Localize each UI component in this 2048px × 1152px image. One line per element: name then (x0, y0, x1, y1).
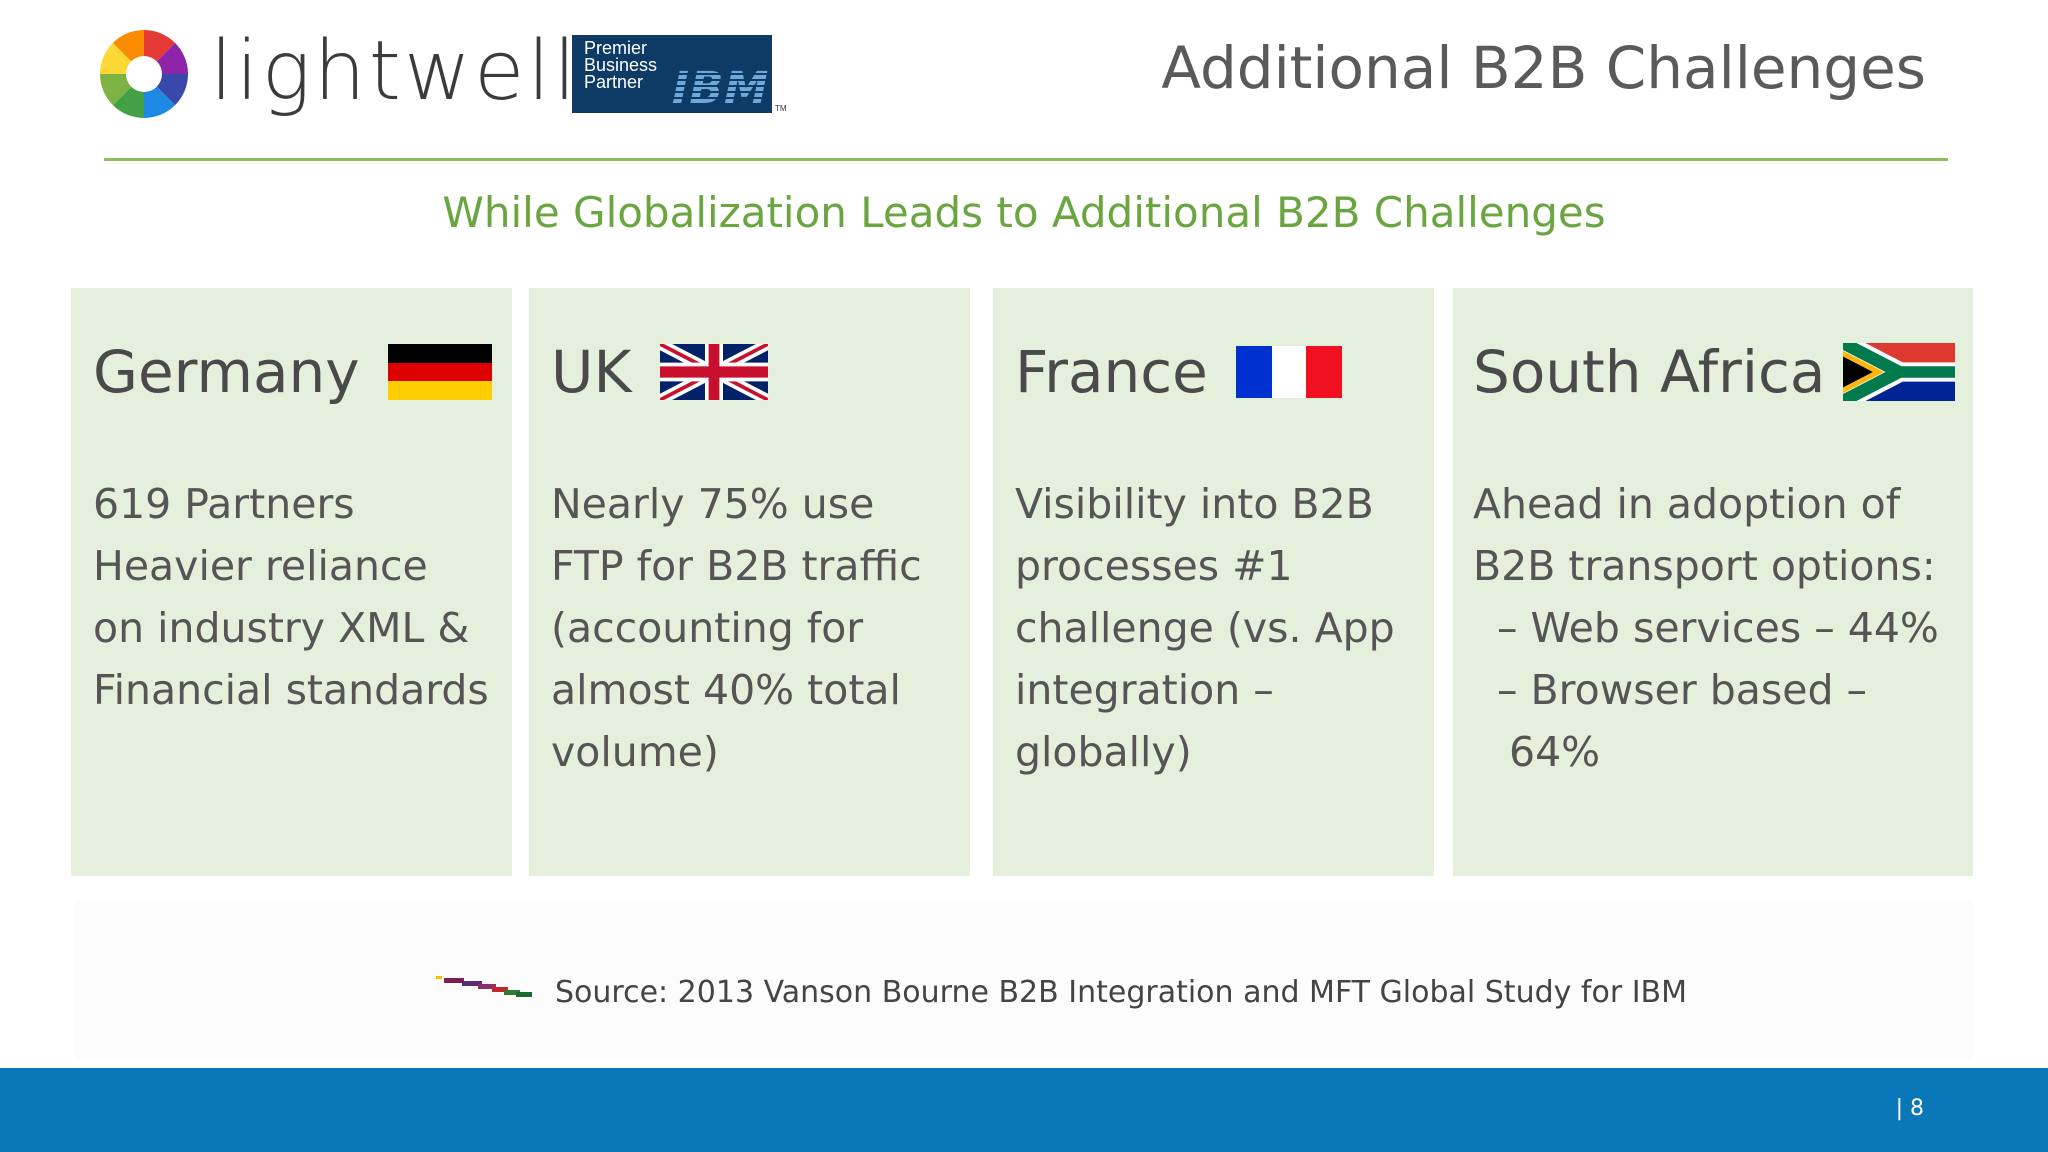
page-number: | 8 (1895, 1096, 1924, 1121)
panel-line: globally) (1015, 728, 1192, 776)
uk-flag-icon (659, 344, 768, 400)
ibm-premier-partner-badge: Premier Business Partner IBM (572, 35, 772, 113)
germany-flag-icon (387, 344, 492, 400)
panel-line: (accounting for (551, 604, 864, 652)
panel-line: B2B transport options: (1473, 542, 1936, 590)
panel-line: Financial standards (93, 666, 489, 714)
footer-bar (0, 1068, 2048, 1152)
source-logo-icon (436, 976, 532, 997)
logo-wordmark: lightwell (210, 24, 579, 119)
panel-line: FTP for B2B traffic (551, 542, 922, 590)
panel-line: Visibility into B2B (1015, 480, 1374, 528)
panel-line: processes #1 (1015, 542, 1293, 590)
source-area (74, 900, 1974, 1060)
country-name: France (1015, 338, 1208, 406)
south-africa-flag-icon (1843, 343, 1956, 401)
france-flag-icon (1235, 346, 1342, 398)
panel-line: integration – (1015, 666, 1274, 714)
country-name: Germany (93, 338, 360, 406)
panel-line: on industry XML & (93, 604, 470, 652)
panel-uk: UK Nearly 75% use FTP for B2B traffic (a… (529, 288, 970, 876)
trademark-mark: TM (775, 104, 787, 113)
panel-line: 64% (1509, 728, 1601, 776)
panel-south-africa: South Africa Ahead in adoption of B2B tr… (1453, 288, 1973, 876)
panel-line: Nearly 75% use (551, 480, 875, 528)
panel-line: – Web services – 44% (1497, 604, 1939, 652)
panel-france: France Visibility into B2B processes #1 … (993, 288, 1434, 876)
panel-line: Ahead in adoption of (1473, 480, 1901, 528)
lightwell-logo-icon (100, 30, 188, 118)
panel-line: 619 Partners (93, 480, 355, 528)
badge-line-3: Partner (584, 72, 644, 92)
panel-line: Heavier reliance (93, 542, 428, 590)
subtitle: While Globalization Leads to Additional … (442, 188, 1606, 237)
country-name: UK (551, 338, 632, 406)
panel-germany: Germany 619 Partners Heavier reliance on… (71, 288, 512, 876)
country-name: South Africa (1473, 338, 1826, 406)
source-citation: Source: 2013 Vanson Bourne B2B Integrati… (555, 975, 1688, 1010)
badge-line-2: Business (584, 55, 658, 75)
panel-line: volume) (551, 728, 719, 776)
panel-text: Nearly 75% use FTP for B2B traffic (acco… (551, 473, 922, 783)
panel-line: almost 40% total (551, 666, 901, 714)
header-divider (104, 158, 1948, 161)
panel-text: 619 Partners Heavier reliance on industr… (93, 473, 489, 721)
page-title: Additional B2B Challenges (1161, 34, 1926, 102)
panel-line: challenge (vs. App (1015, 604, 1395, 652)
ibm-logo: IBM (667, 63, 772, 113)
panel-text: Visibility into B2B processes #1 challen… (1015, 473, 1395, 783)
badge-line-1: Premier (584, 38, 648, 58)
panel-text: Ahead in adoption of B2B transport optio… (1473, 473, 1939, 783)
panel-line: – Browser based – (1497, 666, 1868, 714)
